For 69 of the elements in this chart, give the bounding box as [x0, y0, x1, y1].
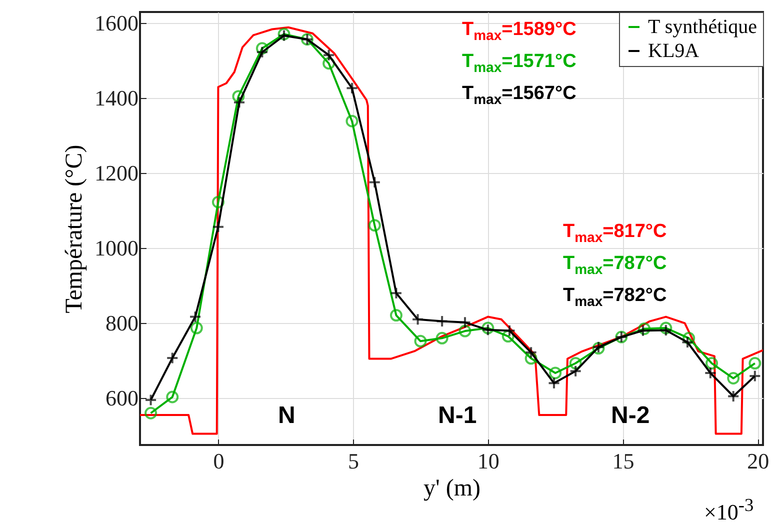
x-tick-label: 0 [213, 448, 224, 474]
point [414, 334, 427, 348]
point [660, 324, 672, 337]
point [346, 114, 358, 128]
point [390, 309, 402, 322]
point [346, 82, 358, 94]
point [212, 196, 224, 208]
point [524, 352, 538, 365]
point [322, 57, 336, 70]
x-tick-label: 15 [612, 448, 634, 474]
point [458, 324, 472, 338]
point [704, 366, 717, 380]
point [727, 372, 740, 385]
point [233, 96, 246, 109]
y-tick-label: 800 [106, 310, 138, 336]
point [412, 313, 424, 326]
point [548, 376, 560, 390]
y-tick-label: 1400 [94, 86, 138, 111]
point [368, 176, 381, 188]
y-tick-label: 1000 [94, 236, 138, 261]
point [660, 322, 672, 334]
annotation: N [278, 402, 296, 429]
annotation: T$_{max}$=787°C [563, 253, 667, 277]
point [144, 394, 158, 406]
point [569, 364, 582, 378]
point [502, 330, 514, 343]
point [524, 346, 538, 359]
point [256, 42, 268, 55]
y-tick-label: 1600 [94, 10, 138, 36]
point [212, 220, 224, 234]
point [436, 332, 448, 344]
text: ×10$^{-3}$ [704, 495, 754, 524]
point [166, 390, 179, 404]
point [748, 357, 762, 370]
y-tick-label: 1200 [94, 160, 138, 186]
point [436, 315, 448, 328]
x-tick-label: 5 [348, 448, 360, 474]
annotation: T$_{max}$=1589°C [462, 19, 576, 43]
x-axis-title: y' (m) [424, 476, 480, 502]
point [681, 336, 694, 349]
point [166, 352, 179, 364]
point [368, 219, 381, 232]
point [706, 357, 718, 370]
point [748, 370, 762, 382]
legend-label: T synthétique [648, 16, 758, 38]
point [569, 357, 582, 370]
point [256, 46, 268, 58]
annotation: T$_{max}$=1571°C [462, 51, 576, 75]
point [458, 316, 472, 329]
x-tick-label: 10 [477, 448, 500, 474]
annotation: T$_{max}$=817°C [563, 221, 667, 245]
x-tick-label: 20 [747, 448, 770, 474]
annotation: T$_{max}$=782°C [563, 285, 667, 309]
y-axis-title: Température (°C) [62, 144, 88, 314]
point [322, 48, 336, 62]
point [189, 310, 202, 324]
point [727, 390, 740, 403]
point [549, 366, 562, 380]
point [390, 286, 402, 300]
point [144, 406, 158, 420]
annotation: T$_{max}$=1567°C [462, 83, 576, 107]
y-tick-label: 600 [106, 386, 138, 411]
point [190, 322, 203, 334]
annotation: N-2 [611, 402, 650, 429]
point [232, 90, 245, 103]
annotation: N-1 [438, 402, 477, 429]
legend-label: KL9A [648, 40, 700, 62]
point [503, 324, 516, 337]
point [682, 332, 696, 344]
